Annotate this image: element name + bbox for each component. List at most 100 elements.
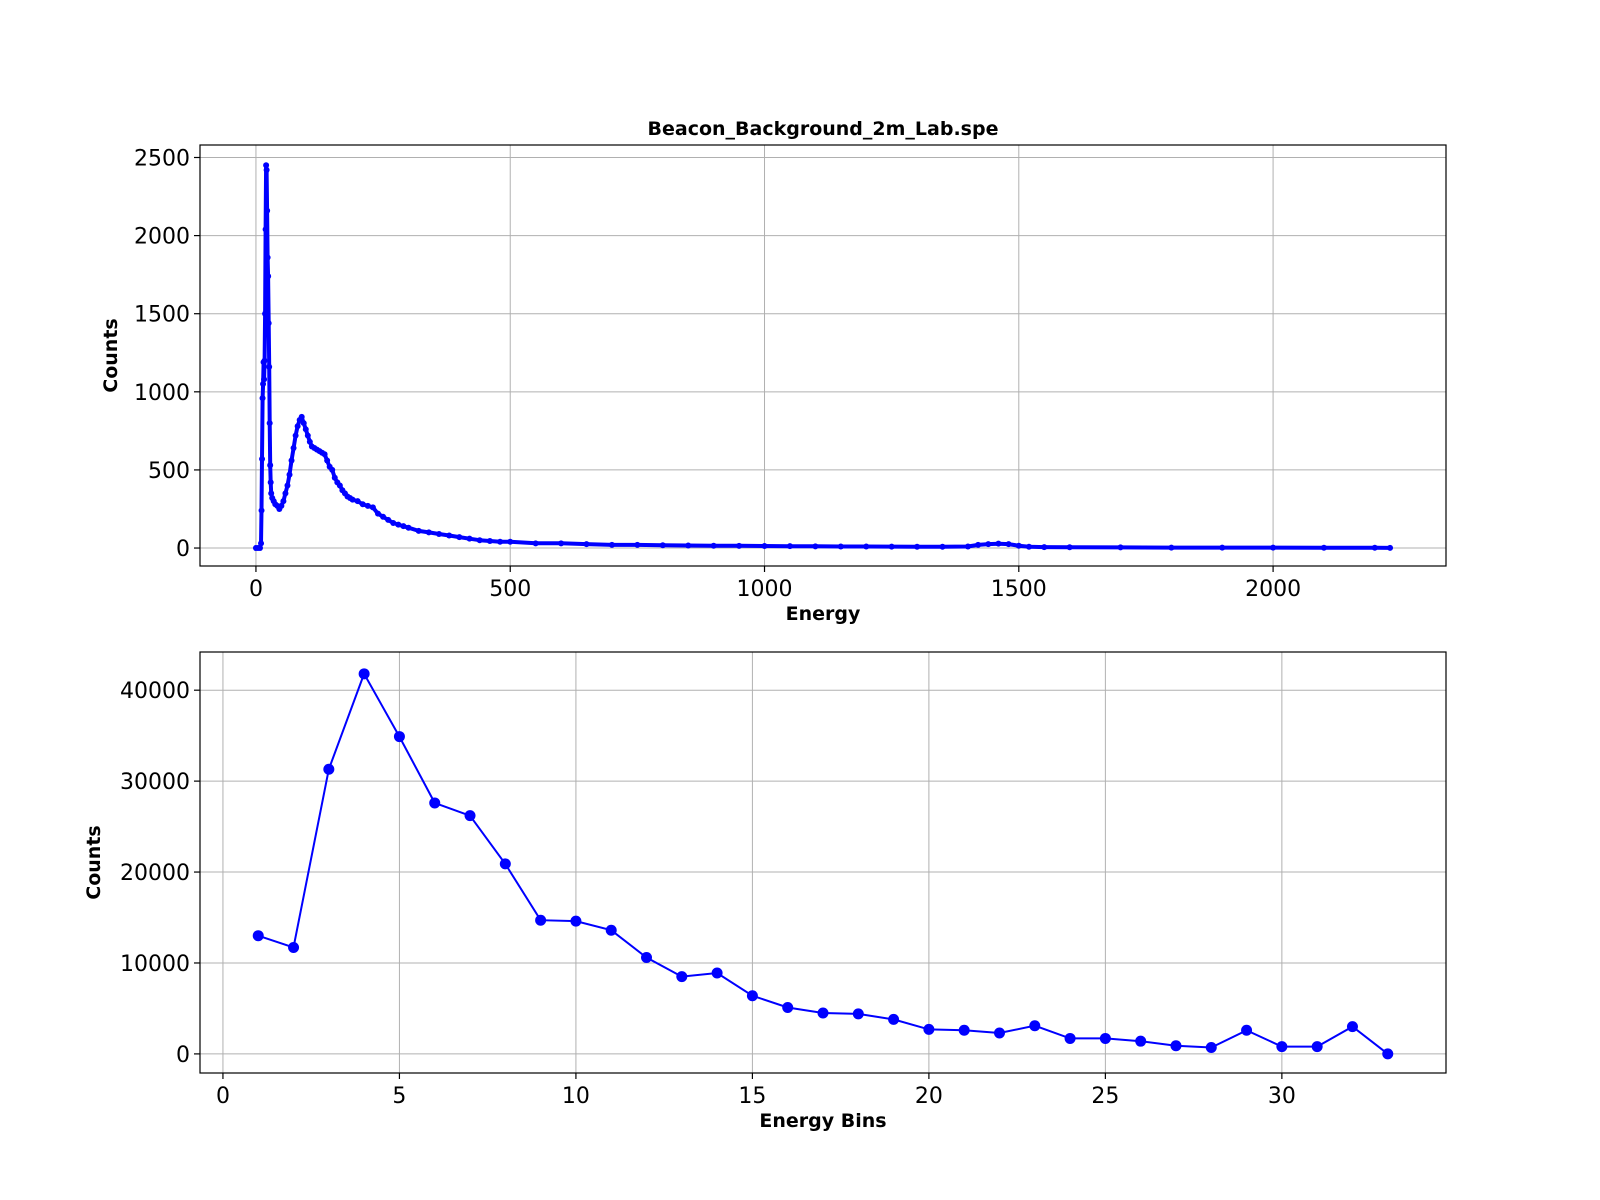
spectrum-data-point	[812, 543, 819, 550]
binned-data-point	[676, 971, 688, 983]
spectrum-plot-frame	[199, 144, 1447, 567]
spectrum-data-point	[964, 543, 971, 550]
binned-data-point	[746, 990, 758, 1002]
binned-y-axis-label: Counts	[83, 825, 105, 899]
spectrum-data-point	[331, 474, 338, 481]
spectrum-data-point	[1270, 544, 1277, 551]
spectrum-data-point	[329, 466, 336, 473]
spectrum-data-point	[264, 207, 271, 214]
spectrum-data-point	[400, 523, 407, 530]
spectrum-data-point	[294, 423, 301, 430]
binned-data-point	[1029, 1020, 1041, 1032]
spectrum-data-point	[436, 530, 443, 537]
spectrum-y-tick-label: 1500	[134, 303, 190, 328]
spectrum-data-point	[1387, 544, 1394, 551]
binned-data-point	[1311, 1041, 1323, 1053]
spectrum-data-point	[286, 471, 293, 478]
binned-ticks: 0 5 10 15 20 25 30 0 10000 20000 30000 40000	[120, 679, 1296, 1109]
binned-data-point	[993, 1027, 1005, 1039]
spectrum-ticks: 0 500 1000 1500 2000 0 500 1000 1500 2000 2500	[134, 146, 1301, 602]
spectrum-y-axis-label: Counts	[100, 318, 122, 392]
binned-data-point	[570, 915, 582, 927]
binned-data-point	[1064, 1032, 1076, 1044]
spectrum-data-point	[995, 540, 1002, 547]
spectrum-data-point	[302, 426, 309, 433]
spectrum-data-point	[497, 538, 504, 545]
spectrum-y-tick-label: 1000	[134, 381, 190, 406]
spectrum-data-point	[710, 542, 717, 549]
spectrum-x-tick-label: 2000	[1245, 577, 1301, 602]
spectrum-x-tick-label: 0	[249, 577, 263, 602]
spectrum-data-point	[321, 451, 328, 458]
spectrum-data-point	[263, 162, 270, 169]
spectrum-data-point	[261, 376, 268, 383]
binned-data-point	[1170, 1040, 1182, 1052]
spectrum-data-point	[261, 357, 268, 364]
spectrum-data-point	[1015, 542, 1022, 549]
spectrum-data-point	[292, 432, 299, 439]
binned-series-line	[257, 671, 1389, 1055]
spectrum-data-point	[888, 543, 895, 550]
spectrum-data-point	[264, 254, 271, 261]
spectrum-x-axis-label: Energy	[786, 603, 861, 625]
binned-data-point	[499, 858, 511, 870]
binned-data-point	[323, 763, 335, 775]
spectrum-data-point	[1219, 544, 1226, 551]
binned-data-point	[1135, 1035, 1147, 1047]
spectrum-data-point	[268, 490, 275, 497]
spectrum-data-point	[939, 543, 946, 550]
binned-x-tick-label: 5	[392, 1084, 406, 1109]
spectrum-data-point	[1117, 544, 1124, 551]
spectrum-data-point	[262, 226, 269, 233]
spectrum-data-point	[1066, 544, 1073, 551]
binned-data-point	[1099, 1032, 1111, 1044]
spectrum-data-point	[456, 534, 463, 541]
spectrum-data-point	[390, 520, 397, 527]
binned-data-point	[393, 731, 405, 743]
binned-data-point	[1276, 1041, 1288, 1053]
spectrum-data-point	[258, 540, 265, 547]
spectrum-data-point	[306, 438, 313, 445]
binned-data-point	[958, 1024, 970, 1036]
binned-y-tick-label: 20000	[120, 861, 190, 886]
spectrum-y-tick-label: 2500	[134, 146, 190, 171]
spectrum-data-point	[282, 490, 289, 497]
spectrum-data-point	[1371, 544, 1378, 551]
spectrum-data-point	[985, 541, 992, 548]
spectrum-point-trace	[255, 163, 1391, 550]
spectrum-data-point	[284, 482, 291, 489]
binned-data-point	[1205, 1042, 1217, 1054]
spectrum-data-point	[395, 521, 402, 528]
spectrum-data-point	[278, 502, 285, 509]
spectrum-data-point	[486, 538, 493, 545]
binned-data-point	[464, 810, 476, 822]
spectrum-data-point	[364, 502, 371, 509]
spectrum-data-point	[786, 543, 793, 550]
binned-y-tick-label: 0	[176, 1043, 190, 1068]
spectrum-data-point	[266, 420, 273, 427]
spectrum-grid	[200, 145, 1446, 566]
spectrum-data-point	[267, 479, 274, 486]
binned-data-point	[641, 952, 653, 964]
spectrum-data-point	[324, 457, 331, 464]
binned-y-tick-label: 30000	[120, 770, 190, 795]
spectrum-data-point	[262, 310, 269, 317]
spectrum-data-point	[259, 455, 266, 462]
binned-x-axis-label: Energy Bins	[759, 1110, 886, 1132]
spectrum-x-tick-label: 500	[489, 577, 531, 602]
binned-data-point	[852, 1008, 864, 1020]
binned-data-point	[1241, 1024, 1253, 1036]
spectrum-data-point	[266, 363, 273, 370]
spectrum-data-point	[265, 273, 272, 280]
spectrum-data-point	[608, 541, 615, 548]
spectrum-data-point	[405, 524, 412, 531]
binned-y-tick-label: 40000	[120, 679, 190, 704]
binned-grid	[200, 652, 1446, 1073]
spectrum-data-point	[290, 445, 297, 452]
spectrum-data-point	[583, 541, 590, 548]
spectrum-data-point	[476, 537, 483, 544]
spectrum-data-point	[354, 498, 361, 505]
spectrum-title: Beacon_Background_2m_Lab.spe	[648, 118, 999, 140]
spectrum-data-point	[380, 513, 387, 520]
